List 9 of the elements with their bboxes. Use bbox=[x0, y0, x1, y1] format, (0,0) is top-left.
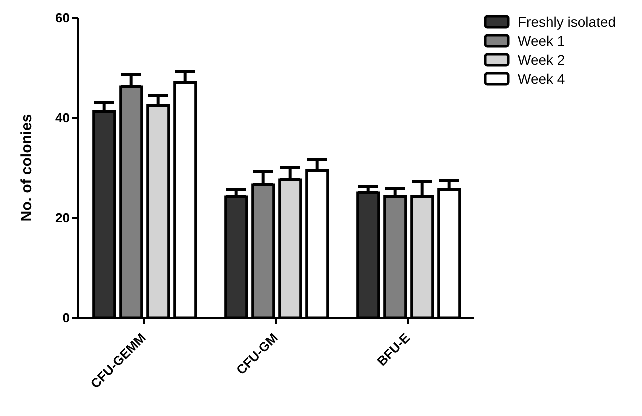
y-tick-label: 60 bbox=[56, 10, 70, 26]
y-tick-label: 20 bbox=[56, 210, 70, 226]
legend-label: Week 2 bbox=[518, 52, 566, 68]
legend-label: Week 1 bbox=[518, 32, 566, 48]
legend-label: Week 4 bbox=[518, 70, 566, 86]
y-tick-label: 0 bbox=[62, 310, 70, 326]
y-tick-label: 40 bbox=[56, 110, 70, 126]
y-axis-title: No. of colonies bbox=[18, 114, 36, 222]
legend-label: Freshly isolated bbox=[518, 14, 616, 30]
